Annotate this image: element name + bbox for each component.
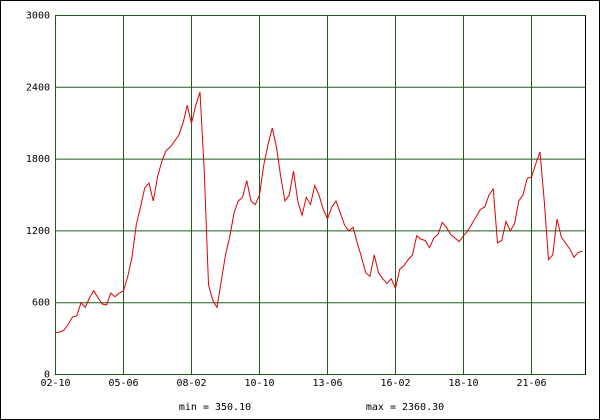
x-tick-label: 02-10 [40, 378, 70, 389]
x-tick-label: 16-02 [380, 378, 410, 389]
y-tick-label: 3000 [26, 11, 50, 22]
data-line [55, 91, 583, 334]
x-tick-label: 13-06 [312, 378, 342, 389]
x-tick-label: 05-06 [108, 378, 138, 389]
y-tick-label: 600 [32, 298, 50, 309]
x-tick-label: 21-06 [516, 378, 546, 389]
max-label: max = 2360.30 [366, 402, 444, 413]
y-tick-label: 1800 [26, 154, 50, 165]
y-tick-label: 2400 [26, 82, 50, 93]
min-label: min = 350.10 [179, 402, 251, 413]
x-tick-label: 08-02 [176, 378, 206, 389]
y-tick-label: 0 [44, 370, 50, 381]
x-tick-label: 18-10 [448, 378, 478, 389]
y-tick-label: 1200 [26, 226, 50, 237]
x-tick-label: 10-10 [244, 378, 274, 389]
